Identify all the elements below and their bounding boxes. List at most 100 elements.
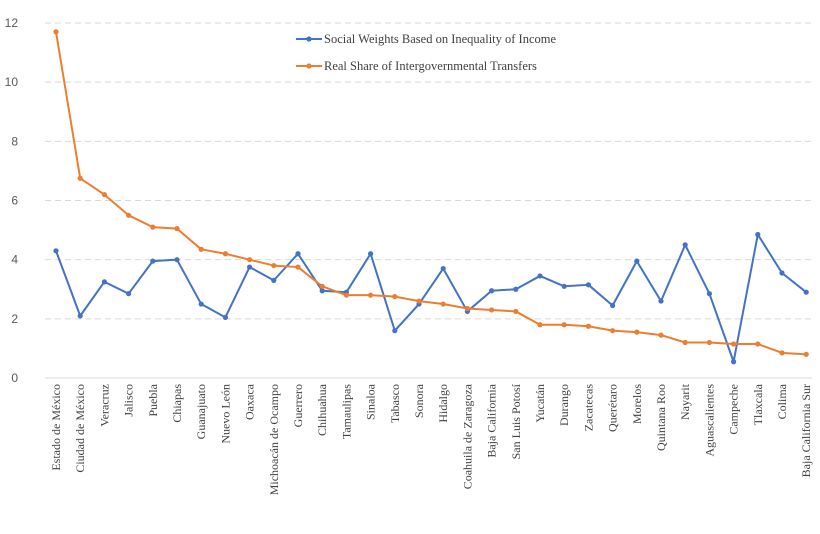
data-point [198, 301, 204, 307]
data-point [77, 175, 83, 181]
x-category-label: Nayarit [678, 383, 692, 420]
y-tick-label: 2 [11, 312, 18, 326]
data-point [464, 305, 470, 312]
data-point [101, 191, 107, 198]
x-category-label: Michoacán de Ocampo [267, 384, 281, 495]
data-point [101, 279, 107, 285]
x-category-label: Baja California Sur [799, 384, 813, 477]
data-point [634, 258, 640, 264]
y-axis-ticks: 0 2 4 6 8 10 12 [5, 16, 19, 385]
legend-label: Real Share of Intergovernmental Transfer… [324, 59, 537, 73]
x-category-label: Hidalgo [436, 384, 450, 423]
data-point [53, 248, 59, 254]
series-line [55, 233, 807, 363]
x-category-label: Quintana Roo [654, 384, 668, 451]
x-category-label: Estado de México [49, 384, 63, 471]
data-point [658, 298, 664, 304]
data-point [755, 341, 761, 347]
data-point [368, 292, 374, 298]
legend-label: Social Weights Based on Inequality of In… [324, 32, 556, 46]
y-tick-label: 0 [11, 371, 18, 385]
data-point [779, 350, 785, 356]
data-point [537, 273, 543, 279]
data-point [440, 265, 446, 272]
data-point [126, 212, 132, 218]
x-category-label: Coahuila de Zaragoza [460, 383, 474, 489]
y-tick-label: 8 [11, 134, 18, 148]
x-category-label: Veracruz [97, 384, 111, 427]
x-category-label: Puebla [146, 383, 160, 416]
data-point [682, 339, 688, 346]
data-point [489, 307, 495, 313]
data-point [319, 283, 325, 289]
x-category-label: Baja California [485, 383, 499, 457]
data-point [513, 286, 519, 292]
y-tick-label: 6 [11, 194, 18, 208]
x-category-label: Nuevo León [218, 384, 232, 444]
data-point [440, 301, 446, 307]
data-point [222, 314, 228, 320]
x-category-label: Jalisco [122, 384, 136, 417]
y-tick-label: 10 [5, 75, 19, 89]
data-point [561, 322, 567, 328]
x-category-label: Oaxaca [243, 383, 257, 420]
data-point [803, 289, 809, 295]
data-point [126, 291, 132, 297]
x-category-label: San Luis Potosí [509, 383, 523, 459]
data-point [247, 257, 253, 263]
data-point [271, 262, 277, 269]
x-axis-category-labels: Estado de México Ciudad de México Veracruz… [49, 383, 813, 495]
data-point [77, 313, 83, 319]
x-category-label: Tlaxcala [751, 383, 765, 425]
data-point [198, 246, 204, 252]
data-point [706, 339, 713, 346]
x-category-label: Morelos [630, 384, 644, 424]
x-category-label: Chiapas [170, 384, 184, 423]
data-point [392, 328, 398, 334]
data-point [392, 294, 398, 300]
x-category-label: Chihuahua [315, 383, 329, 436]
data-point [779, 270, 785, 276]
x-category-label: Guerrero [291, 384, 305, 427]
data-point [295, 251, 301, 257]
data-point [610, 302, 616, 309]
data-point [755, 231, 761, 238]
data-point [416, 298, 422, 304]
series-lines [53, 29, 809, 365]
data-point [658, 332, 664, 338]
x-category-label: Ciudad de México [73, 384, 87, 473]
data-point [319, 288, 325, 294]
series-line [55, 31, 807, 356]
x-category-label: Tabasco [388, 384, 402, 423]
data-point [174, 226, 180, 232]
data-point [682, 242, 688, 248]
x-category-label: Campeche [727, 384, 741, 435]
data-point [489, 288, 495, 294]
y-tick-label: 12 [5, 16, 19, 30]
x-category-label: Querétaro [606, 384, 620, 432]
x-category-label: Durango [557, 384, 571, 426]
data-point [513, 308, 519, 315]
x-category-label: Yucatán [533, 384, 547, 423]
x-category-label: Guanajuato [194, 384, 208, 439]
data-point [150, 258, 156, 264]
data-point [585, 282, 592, 288]
data-point [174, 257, 180, 263]
data-point [150, 224, 156, 230]
x-category-label: Sinaloa [364, 383, 378, 420]
data-point [634, 329, 640, 335]
data-point [610, 328, 616, 334]
data-point [368, 251, 374, 257]
data-point [295, 264, 301, 270]
y-tick-label: 4 [11, 253, 18, 267]
data-point [731, 341, 737, 347]
legend-marker [306, 63, 312, 69]
x-category-label: Tamaulipas [339, 384, 353, 439]
x-category-label: Aguascalientes [702, 384, 716, 457]
x-category-label: Colima [775, 383, 789, 419]
data-point [731, 359, 737, 365]
x-category-label: Zacatecas [581, 384, 595, 432]
data-point [803, 351, 809, 357]
